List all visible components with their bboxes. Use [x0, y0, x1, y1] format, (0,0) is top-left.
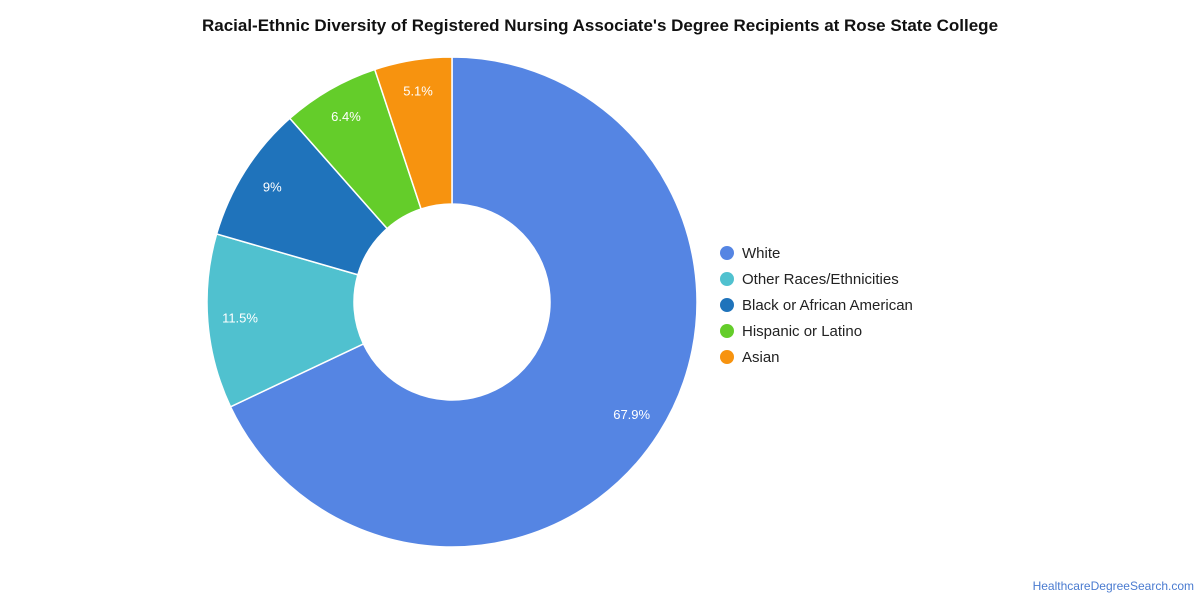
legend-label: White — [742, 244, 781, 262]
legend-swatch — [720, 272, 734, 286]
slice-value-label: 5.1% — [403, 84, 433, 99]
slice-value-label: 9% — [263, 180, 282, 195]
legend-label: Hispanic or Latino — [742, 322, 863, 340]
legend-swatch — [720, 298, 734, 312]
legend-item[interactable]: Hispanic or Latino — [720, 318, 913, 344]
legend-swatch — [720, 324, 734, 338]
slice-value-label: 67.9% — [613, 407, 650, 422]
legend-swatch — [720, 246, 734, 260]
slice-other-races-ethnicities[interactable] — [206, 233, 365, 408]
slice-value-label: 6.4% — [331, 109, 361, 124]
legend-item[interactable]: Asian — [720, 344, 913, 370]
legend: White Other Races/Ethnicities Black or Afr… — [720, 240, 913, 370]
legend-label: Asian — [742, 348, 780, 366]
slice-white[interactable] — [229, 56, 698, 548]
slice-value-label: 11.5% — [222, 310, 258, 325]
legend-swatch — [720, 350, 734, 364]
legend-label: Black or African American — [742, 296, 913, 314]
legend-item[interactable]: White — [720, 240, 913, 266]
legend-label: Other Races/Ethnicities — [742, 270, 899, 288]
legend-item[interactable]: Other Races/Ethnicities — [720, 266, 913, 292]
legend-item[interactable]: Black or African American — [720, 292, 913, 318]
slice-asian[interactable] — [373, 56, 453, 210]
chart-title: Racial-Ethnic Diversity of Registered Nu… — [201, 16, 999, 35]
watermark[interactable]: HealthcareDegreeSearch.com — [1032, 579, 1194, 593]
